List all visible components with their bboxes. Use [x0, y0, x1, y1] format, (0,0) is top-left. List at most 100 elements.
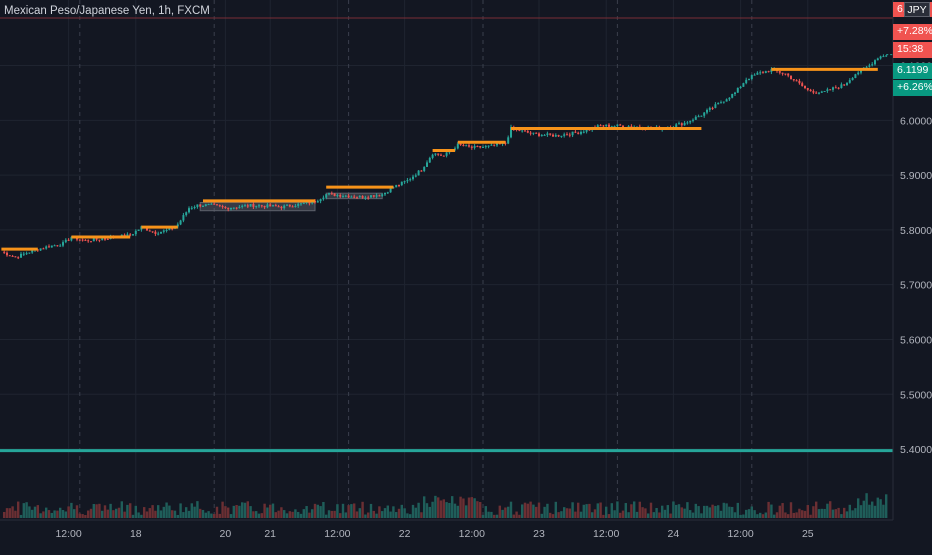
candle-body [571, 131, 574, 136]
candle-body [50, 245, 53, 248]
candle-body [353, 196, 356, 198]
volume-bar [843, 507, 846, 518]
volume-bar [140, 514, 143, 518]
candle-body [67, 239, 70, 241]
volume-bar [512, 514, 515, 518]
countdown-tag: 15:38 [893, 42, 932, 58]
candle-body [857, 72, 860, 75]
candle-body [235, 207, 238, 209]
volume-bar [638, 501, 641, 518]
volume-bar [151, 505, 154, 518]
candle-body [81, 239, 84, 241]
candle-body [358, 196, 361, 198]
volume-bar [8, 508, 11, 518]
volume-bar [652, 512, 655, 518]
candle-body [871, 64, 874, 66]
volume-bar [717, 505, 720, 518]
candle-body [560, 135, 563, 137]
candle-body [543, 134, 546, 136]
candle-body [53, 245, 56, 247]
candle-body [218, 205, 221, 207]
volume-bar [484, 506, 487, 518]
volume-bar [829, 501, 832, 518]
volume-bar [789, 502, 793, 518]
candle-body [356, 197, 358, 199]
volume-bar [854, 508, 857, 518]
volume-bar [299, 513, 303, 518]
candle-body [350, 196, 353, 198]
volume-bar [635, 511, 639, 518]
volume-bar [238, 505, 241, 518]
currency-badge[interactable]: JPY [904, 2, 930, 17]
volume-bar [271, 503, 275, 518]
candle-body [45, 246, 48, 249]
volume-bar [680, 507, 683, 518]
candle-body [801, 83, 804, 86]
volume-bar [739, 514, 742, 518]
candle-body [487, 145, 490, 147]
candle-body [333, 193, 336, 196]
volume-bar [274, 512, 277, 518]
volume-bar [333, 510, 336, 518]
volume-bar [235, 505, 238, 518]
candle-body [535, 132, 538, 134]
volume-bar [470, 497, 473, 518]
volume-bar [532, 504, 535, 518]
volume-bar [50, 512, 53, 518]
candle-body [288, 204, 291, 207]
candle-body [322, 197, 325, 200]
candle-body [507, 137, 510, 144]
volume-bar [17, 501, 20, 518]
y-tick-label: 5.8000 [900, 225, 932, 237]
volume-bar [627, 512, 630, 518]
x-tick-label: 12:00 [593, 528, 619, 540]
candle-body [686, 122, 689, 124]
symbol-title: Mexican Peso/Japanese Yen, 1h, FXCM [4, 5, 210, 17]
volume-bar [588, 503, 591, 518]
candle-body [493, 144, 496, 146]
volume-bar [686, 502, 689, 518]
candle-body [683, 122, 686, 126]
volume-bar [131, 514, 135, 518]
volume-bar [781, 503, 784, 518]
candle-body [403, 181, 406, 183]
volume-bar [31, 509, 34, 518]
volume-bar [291, 511, 294, 518]
volume-bar [255, 511, 258, 518]
candle-body [868, 65, 871, 67]
candle-body [479, 146, 482, 148]
volume-bar [585, 504, 588, 518]
volume-bar [218, 513, 221, 518]
candle-body [473, 145, 476, 148]
candle-body [577, 132, 580, 134]
candle-body [199, 204, 202, 207]
volume-bar [243, 502, 247, 518]
candle-body [280, 206, 283, 209]
candle-body [423, 166, 426, 171]
candle-body [426, 162, 428, 167]
candle-body [291, 206, 294, 208]
candle-body [879, 56, 882, 59]
candle-body [697, 116, 700, 118]
candle-body [602, 125, 605, 127]
candle-body [165, 229, 168, 231]
candle-body [804, 85, 806, 89]
candle-body [445, 152, 448, 156]
candle-body [258, 205, 260, 207]
candle-body [244, 205, 246, 207]
volume-bar [64, 511, 67, 518]
candle-body [101, 238, 104, 241]
y-tick-label: 6.0000 [900, 115, 932, 127]
volume-bar [400, 504, 403, 518]
volume-bar [672, 501, 675, 518]
volume-bar [353, 503, 356, 518]
volume-bar [708, 507, 711, 518]
volume-bar [196, 501, 199, 518]
x-tick-label: 23 [533, 528, 545, 540]
candle-body [546, 133, 549, 135]
candle-body [703, 112, 706, 116]
candle-body [330, 193, 333, 195]
volume-bar [571, 502, 574, 518]
